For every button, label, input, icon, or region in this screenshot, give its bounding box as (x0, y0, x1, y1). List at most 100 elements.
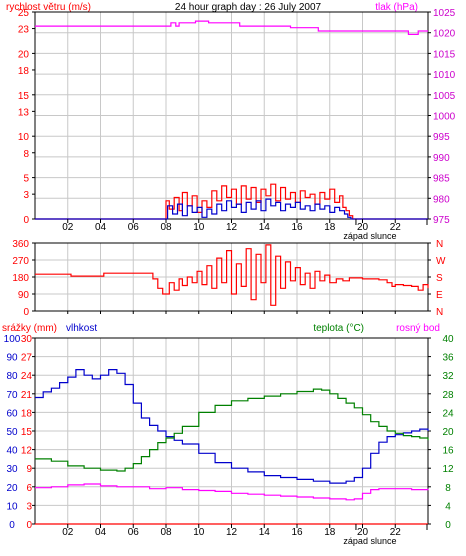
pressure-axis-label: tlak (hPa) (375, 2, 418, 13)
x-tick-label-12: 12 (226, 527, 238, 538)
pressure-tick-label: 995 (433, 132, 450, 143)
humidity-axis-label: vlhkost (66, 323, 97, 334)
temperature-axis-label: teplota (°C) (313, 323, 364, 334)
sunset-annotation: západ slunce (343, 536, 396, 546)
temperature-tick-label: 32 (442, 371, 454, 382)
dew-point-axis-label: rosný bod (396, 323, 440, 334)
wind-speed-tick-label: 13 (18, 107, 30, 118)
wind-speed-tick-label: 20 (18, 49, 30, 60)
humidity-tick-label: 90 (6, 353, 18, 364)
wind-speed-tick-label: 5 (23, 174, 29, 185)
series-line-p2-0 (35, 244, 429, 306)
x-tick-label-22: 22 (390, 527, 402, 538)
pressure-tick-label: 985 (433, 174, 450, 185)
series-line-p3-2 (35, 483, 429, 501)
precipitation-tick-label: 27 (21, 353, 33, 364)
compass-direction-label: N (436, 307, 443, 318)
pressure-tick-label: 1025 (433, 8, 456, 19)
precipitation-tick-label: 9 (26, 464, 32, 475)
temperature-tick-label: 24 (442, 408, 454, 419)
humidity-tick-label: 70 (6, 390, 18, 401)
wind-speed-tick-label: 10 (18, 132, 30, 143)
compass-direction-label: E (436, 290, 443, 301)
precipitation-tick-label: 15 (21, 427, 33, 438)
wind-speed-tick-label: 25 (18, 8, 30, 19)
wind-speed-tick-label: 18 (18, 66, 30, 77)
precipitation-tick-label: 6 (26, 483, 32, 494)
x-tick-label-04: 04 (95, 527, 107, 538)
direction-degree-tick-label: 180 (12, 273, 29, 284)
precipitation-tick-label: 18 (21, 408, 33, 419)
wind-speed-tick-label: 23 (18, 25, 30, 36)
precipitation-tick-label: 3 (26, 501, 32, 512)
x-tick-label-14: 14 (259, 222, 271, 233)
x-tick-label-20: 20 (357, 527, 369, 538)
pressure-tick-label: 1005 (433, 91, 456, 102)
x-tick-label-18: 18 (324, 222, 336, 233)
x-tick-label-12: 12 (226, 222, 238, 233)
humidity-tick-label: 50 (6, 427, 18, 438)
x-tick-label-02: 02 (62, 222, 74, 233)
precipitation-tick-label: 21 (21, 390, 33, 401)
temperature-tick-label: 40 (442, 334, 454, 345)
x-tick-label-08: 08 (160, 222, 172, 233)
precipitation-tick-label: 24 (21, 371, 33, 382)
chart-title: 24 hour graph day : 26 July 2007 (175, 2, 322, 13)
temperature-tick-label: 16 (442, 446, 454, 457)
x-tick-label-08: 08 (160, 527, 172, 538)
x-tick-label-14: 14 (259, 527, 271, 538)
x-tick-label-06: 06 (128, 527, 140, 538)
humidity-tick-label: 10 (6, 501, 18, 512)
x-tick-label-10: 10 (193, 222, 205, 233)
pressure-tick-label: 975 (433, 215, 450, 226)
x-tick-label-22: 22 (390, 222, 402, 233)
temperature-tick-label: 20 (442, 427, 454, 438)
precipitation-tick-label: 0 (26, 520, 32, 531)
temperature-tick-label: 36 (442, 353, 454, 364)
x-tick-label-06: 06 (128, 222, 140, 233)
compass-direction-label: N (436, 239, 443, 250)
series-line-p3-1 (35, 388, 429, 472)
x-tick-label-02: 02 (62, 527, 74, 538)
wind-speed-tick-label: 8 (23, 149, 29, 160)
precipitation-tick-label: 12 (21, 446, 33, 457)
pressure-tick-label: 1015 (433, 49, 456, 60)
series-line-p1-2 (35, 198, 428, 220)
pressure-tick-label: 1010 (433, 70, 456, 81)
temperature-tick-label: 12 (442, 464, 454, 475)
direction-degree-tick-label: 0 (23, 307, 29, 318)
temperature-tick-label: 28 (442, 390, 454, 401)
wind-speed-tick-label: 3 (23, 190, 29, 201)
x-tick-label-10: 10 (193, 527, 205, 538)
temperature-tick-label: 0 (445, 520, 451, 531)
x-tick-label-18: 18 (324, 527, 336, 538)
humidity-tick-label: 0 (9, 520, 15, 531)
x-tick-label-04: 04 (95, 222, 107, 233)
x-tick-label-20: 20 (357, 222, 369, 233)
series-line-p1-0 (35, 20, 428, 35)
direction-degree-tick-label: 270 (12, 256, 29, 267)
precipitation-axis-label: srážky (mm) (2, 323, 57, 334)
direction-degree-tick-label: 360 (12, 239, 29, 250)
direction-degree-tick-label: 90 (18, 290, 30, 301)
wind-speed-axis-label: rychlost větru (m/s) (6, 2, 91, 13)
wind-speed-tick-label: 15 (18, 91, 30, 102)
sunset-annotation: západ slunce (343, 231, 396, 241)
humidity-tick-label: 100 (4, 334, 21, 345)
humidity-tick-label: 80 (6, 371, 18, 382)
temperature-tick-label: 8 (445, 483, 451, 494)
pressure-tick-label: 980 (433, 194, 450, 205)
compass-direction-label: S (436, 273, 443, 284)
pressure-tick-label: 1020 (433, 29, 456, 40)
pressure-tick-label: 1000 (433, 112, 456, 123)
series-line-p3-0 (35, 369, 429, 484)
humidity-tick-label: 30 (6, 464, 18, 475)
x-tick-label-16: 16 (291, 222, 303, 233)
temperature-tick-label: 4 (445, 501, 451, 512)
precipitation-tick-label: 30 (21, 334, 33, 345)
humidity-tick-label: 40 (6, 446, 18, 457)
x-tick-label-16: 16 (291, 527, 303, 538)
compass-direction-label: W (436, 256, 446, 267)
humidity-tick-label: 60 (6, 408, 18, 419)
